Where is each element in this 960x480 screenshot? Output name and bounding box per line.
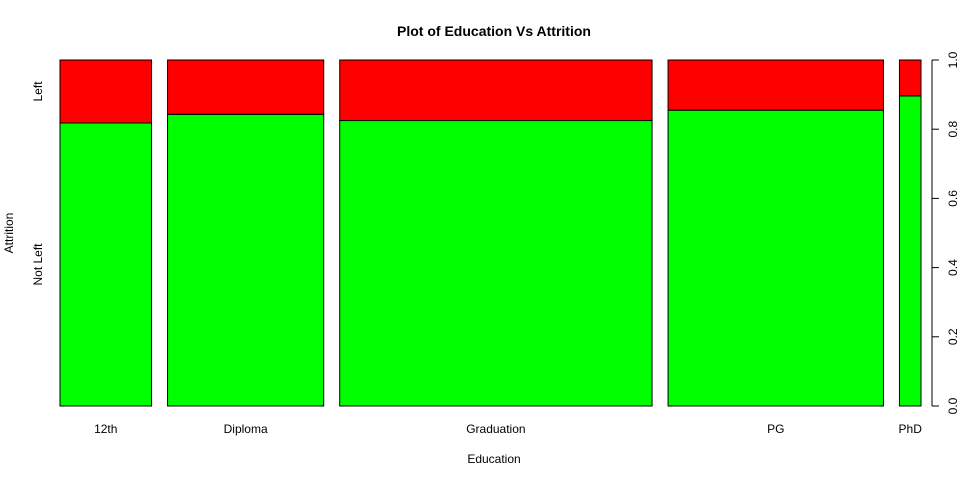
y-category-label: Not Left bbox=[31, 243, 45, 286]
chart-title: Plot of Education Vs Attrition bbox=[397, 23, 591, 39]
left-axis: Not Left Left bbox=[31, 81, 45, 286]
bar-segment-pg-not-left bbox=[667, 109, 884, 407]
x-tick-label: PG bbox=[767, 422, 784, 436]
bar-segment-pg-left bbox=[667, 59, 884, 111]
x-tick-label: Diploma bbox=[224, 422, 268, 436]
right-axis-tick-label: 0.0 bbox=[946, 397, 960, 414]
right-axis-tick-label: 0.6 bbox=[946, 190, 960, 207]
bar-segment-diploma-left bbox=[167, 59, 325, 115]
x-tick-label: Graduation bbox=[466, 422, 525, 436]
bar-segment-12th-left bbox=[59, 59, 153, 124]
bar-segment-phd-left bbox=[898, 59, 922, 97]
x-tick-label: 12th bbox=[94, 422, 117, 436]
bar-segment-graduation-not-left bbox=[339, 120, 653, 407]
right-axis-tick-label: 0.2 bbox=[946, 328, 960, 345]
right-axis-tick-label: 0.8 bbox=[946, 121, 960, 138]
right-axis-tick-label: 0.4 bbox=[946, 259, 960, 276]
bar-segment-phd-not-left bbox=[898, 95, 922, 407]
right-axis: 0.0 0.2 0.4 0.6 0.8 1.0 bbox=[931, 51, 960, 414]
x-axis-labels: 12th Diploma Graduation PG PhD bbox=[94, 422, 922, 436]
bar-segment-diploma-not-left bbox=[167, 113, 325, 407]
y-category-label: Left bbox=[31, 81, 45, 102]
x-tick-label: PhD bbox=[899, 422, 923, 436]
bar-segment-graduation-left bbox=[339, 59, 653, 122]
x-axis-title: Education bbox=[467, 452, 520, 466]
bars-layer bbox=[59, 59, 922, 407]
right-axis-tick-label: 1.0 bbox=[946, 51, 960, 68]
bar-segment-12th-not-left bbox=[59, 122, 153, 407]
y-axis-title: Attrition bbox=[2, 213, 16, 254]
